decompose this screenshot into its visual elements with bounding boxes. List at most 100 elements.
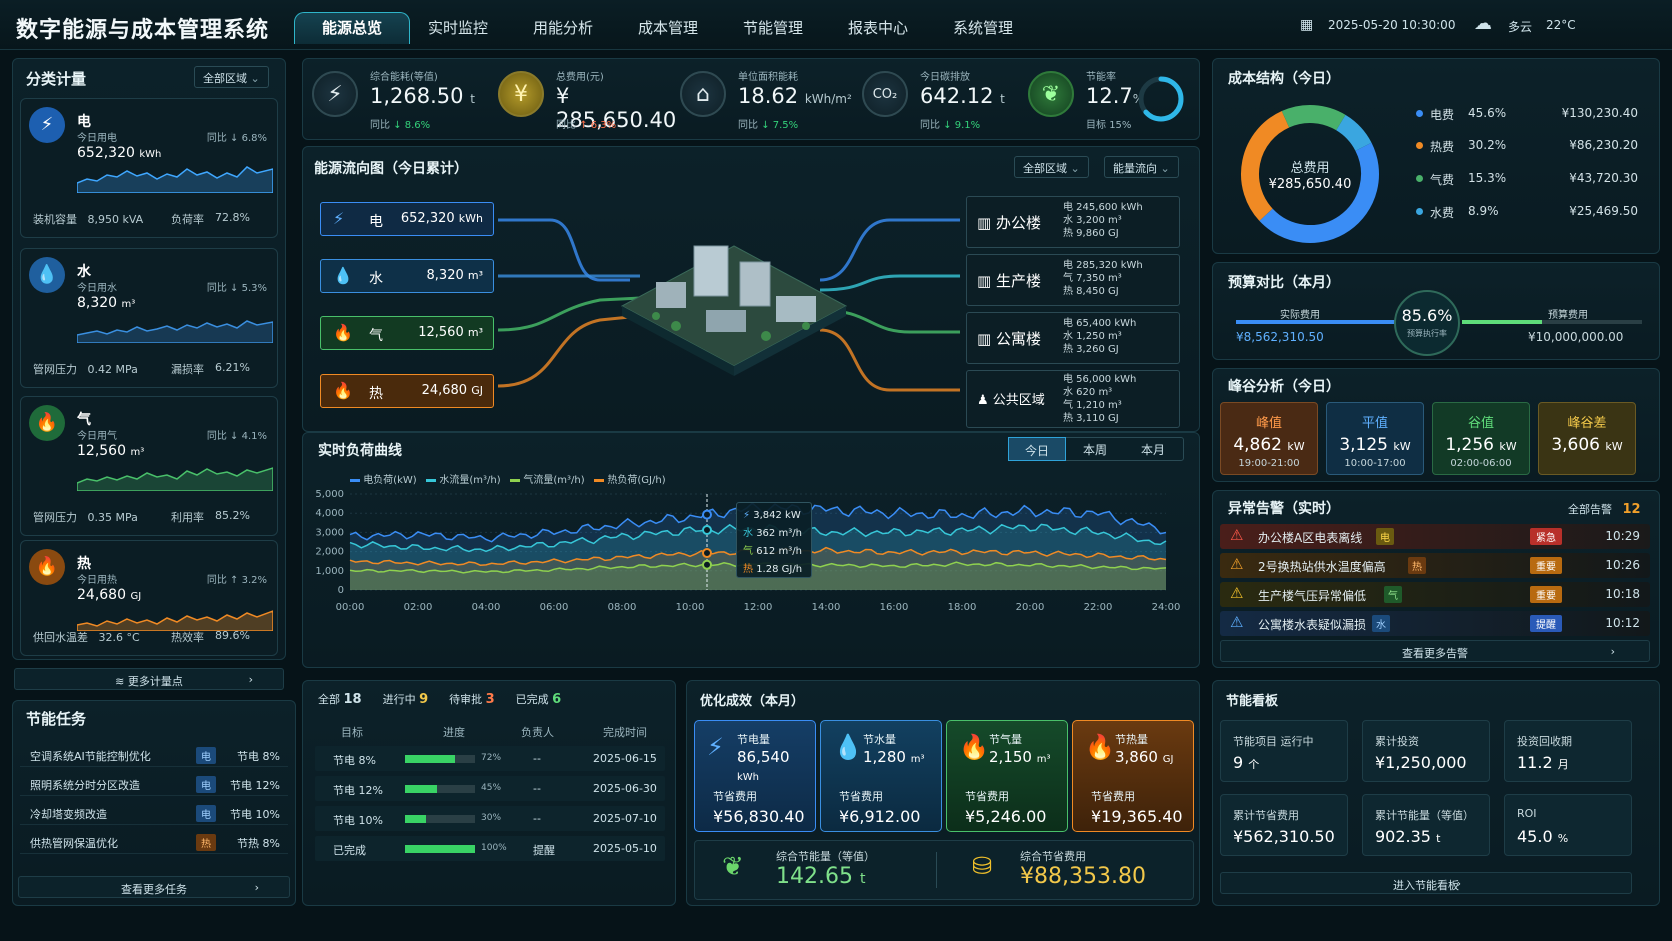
leaf-icon: ❦ bbox=[722, 852, 744, 882]
meter-name: 热 bbox=[77, 556, 91, 572]
kpi-total-cost: ¥ 总费用(元) ¥ 285,650.40 同比 ↑ 6.3% bbox=[490, 60, 676, 138]
campus-3d-illustration bbox=[620, 245, 848, 376]
heat-flame-icon: 🔥 bbox=[29, 549, 65, 585]
app-header bbox=[0, 0, 1672, 50]
tab-overview[interactable]: 能源总览 bbox=[321, 19, 382, 37]
meter-card-water[interactable]: 💧 水 今日用水 同比 ↓ 5.3% 8,320 m³ 管网压力 0.42 MP… bbox=[20, 248, 278, 388]
heat-flame-icon: 🔥 bbox=[1085, 733, 1115, 761]
building-icon: ▥ bbox=[977, 272, 992, 290]
tab-saving[interactable]: 节能管理 bbox=[742, 19, 803, 37]
source-gas[interactable]: 🔥 气 12,560 m³ bbox=[320, 316, 494, 350]
x-tick-label: 22:00 bbox=[1084, 602, 1113, 613]
tab-week[interactable]: 本周 bbox=[1082, 443, 1107, 457]
saving-card-water[interactable]: 💧 节水量 1,280 m³ 节省费用 ¥6,912.00 bbox=[820, 720, 942, 832]
progress-row[interactable]: 已完成 100% 提醒 2025-05-10 bbox=[315, 836, 665, 861]
water-drop-icon: 水 bbox=[743, 528, 753, 539]
saving-card-heat[interactable]: 🔥 节热量 3,860 GJ 节省费用 ¥19,365.40 bbox=[1072, 720, 1194, 832]
x-tick-label: 18:00 bbox=[948, 602, 977, 613]
source-water[interactable]: 💧 水 8,320 m³ bbox=[320, 259, 494, 293]
cost-center-label: 总费用 bbox=[1290, 161, 1330, 176]
water-drop-icon: 💧 bbox=[333, 266, 353, 285]
y-tick-label: 4,000 bbox=[315, 508, 344, 519]
alarm-title: 异常告警（实时） bbox=[1228, 501, 1340, 517]
more-tasks-button[interactable]: 查看更多任务 › bbox=[18, 876, 290, 898]
chevron-right-icon: › bbox=[254, 881, 259, 894]
meter-card-heat[interactable]: 🔥 热 今日用热 同比 ↑ 3.2% 24,680 GJ 供回水温差 32.6 … bbox=[20, 540, 278, 656]
alarm-row[interactable]: ⚠ 公寓楼水表疑似漏损水提醒 10:12 bbox=[1220, 611, 1650, 636]
cursor-point-2 bbox=[702, 559, 712, 570]
x-tick-label: 20:00 bbox=[1016, 602, 1045, 613]
legend-water: 水流量(m³/h) bbox=[439, 475, 501, 486]
tab-month[interactable]: 本月 bbox=[1140, 443, 1165, 457]
cost-title: 成本结构（今日） bbox=[1228, 71, 1340, 87]
progress-row[interactable]: 节电 8% 72% -- 2025-06-15 bbox=[315, 746, 665, 771]
flow-type-select[interactable]: 能量流向 bbox=[1104, 156, 1179, 178]
flow-region-select[interactable]: 全部区域 bbox=[1014, 156, 1089, 178]
x-tick-label: 04:00 bbox=[472, 602, 501, 613]
progress-row[interactable]: 节电 10% 30% -- 2025-07-10 bbox=[315, 806, 665, 831]
more-meters-button[interactable]: ≋ 更多计量点 › bbox=[14, 668, 284, 690]
board-cell: ROI 45.0 % bbox=[1504, 794, 1632, 856]
saving-card-gas[interactable]: 🔥 节气量 2,150 m³ 节省费用 ¥5,246.00 bbox=[946, 720, 1068, 832]
task-row[interactable]: 供热管网保温优化热节热 8% bbox=[20, 829, 288, 854]
co2-cloud-icon: CO₂ bbox=[862, 71, 908, 117]
kpi-carbon: CO₂ 今日碳排放 642.12 t 同比 ↓ 9.1% bbox=[854, 60, 1024, 138]
meter-footer: 供回水温差 32.6 °C 热效率 89.6% bbox=[33, 629, 250, 644]
progress-row[interactable]: 节电 12% 45% -- 2025-06-30 bbox=[315, 776, 665, 801]
x-tick-label: 02:00 bbox=[404, 602, 433, 613]
x-tick-label: 10:00 bbox=[676, 602, 705, 613]
lightning-icon: ⚡ bbox=[707, 733, 724, 761]
chart-tooltip: ⚡ 3,842 kW 水 362 m³/h 气 612 m³/h 热 1.28 … bbox=[736, 502, 812, 578]
saving-card-electric[interactable]: ⚡ 节电量 86,540 kWh 节省费用 ¥56,830.40 bbox=[694, 720, 816, 832]
source-heat[interactable]: 🔥 热 24,680 GJ bbox=[320, 374, 494, 408]
building-production[interactable]: ▥ 生产楼电 285,320 kWh 气 7,350 m³ 热 8,450 GJ bbox=[966, 254, 1180, 306]
cost-legend-item: 水费 8.9% ¥25,469.50 bbox=[1416, 204, 1638, 221]
x-tick-label: 16:00 bbox=[880, 602, 909, 613]
tab-today[interactable]: 今日 bbox=[1008, 437, 1066, 461]
alarm-all-link[interactable]: 全部告警 12 bbox=[1568, 502, 1641, 517]
meter-region-select[interactable]: 全部区域 bbox=[194, 66, 269, 88]
budget-actual-value: ¥8,562,310.50 bbox=[1236, 330, 1324, 344]
task-row[interactable]: 冷却塔变频改造电节电 10% bbox=[20, 800, 288, 825]
alarm-row[interactable]: ⚠ 2号换热站供水温度偏高热重要 10:26 bbox=[1220, 553, 1650, 578]
temperature: 22°C bbox=[1546, 18, 1576, 32]
more-alarms-button[interactable]: 查看更多告警 › bbox=[1220, 640, 1650, 662]
people-icon: ♟ bbox=[977, 393, 989, 408]
warning-icon: ⚠ bbox=[1230, 555, 1244, 573]
coins-icon: ⛁ bbox=[972, 852, 993, 880]
meter-yoy: 同比 ↓ 4.1% bbox=[206, 431, 267, 442]
source-electric[interactable]: ⚡ 电 652,320 kWh bbox=[320, 202, 494, 236]
saving-rate-gauge bbox=[1138, 76, 1184, 122]
meter-card-gas[interactable]: 🔥 气 今日用气 同比 ↓ 4.1% 12,560 m³ 管网压力 0.35 M… bbox=[20, 396, 278, 536]
load-title: 实时负荷曲线 bbox=[318, 443, 402, 459]
tab-analysis[interactable]: 用能分析 bbox=[532, 19, 593, 37]
alarm-panel bbox=[1212, 490, 1660, 668]
x-tick-label: 00:00 bbox=[336, 602, 365, 613]
tab-system[interactable]: 系统管理 bbox=[952, 19, 1013, 37]
meter-sub: 今日用水 bbox=[77, 283, 117, 294]
building-public[interactable]: ♟ 公共区域电 56,000 kWh 水 620 m³ 气 1,210 m³ 热 3,… bbox=[966, 370, 1180, 428]
enter-board-button[interactable]: 进入节能看板 › bbox=[1220, 872, 1632, 894]
task-row[interactable]: 空调系统AI节能控制优化电节电 8% bbox=[20, 742, 288, 767]
cursor-point-3 bbox=[702, 548, 712, 559]
building-office[interactable]: ▥ 办公楼电 245,600 kWh 水 3,200 m³ 热 9,860 GJ bbox=[966, 196, 1180, 248]
flow-title: 能源流向图（今日累计） bbox=[314, 161, 468, 177]
building-apartment[interactable]: ▥ 公寓楼电 65,400 kWh 水 1,250 m³ 热 3,260 GJ bbox=[966, 312, 1180, 364]
water-drop-icon: 💧 bbox=[833, 733, 863, 761]
meter-card-electric[interactable]: ⚡ 电 今日用电 同比 ↓ 6.8% 652,320 kWh 装机容量 8,95… bbox=[20, 98, 278, 238]
alarm-row[interactable]: ⚠ 办公楼A区电表离线电紧急 10:29 bbox=[1220, 524, 1650, 549]
task-panel-title: 节能任务 bbox=[26, 710, 87, 728]
gas-flame-icon: 🔥 bbox=[29, 405, 65, 441]
tab-realtime[interactable]: 实时监控 bbox=[427, 19, 488, 37]
peak-valley-diff-card: 峰谷差 3,606 kW bbox=[1538, 402, 1636, 475]
tab-report[interactable]: 报表中心 bbox=[847, 19, 908, 37]
kpi-saving-rate: ❦ 节能率 12.7% 目标 15% bbox=[1020, 60, 1200, 138]
task-row[interactable]: 照明系统分时分区改造电节电 12% bbox=[20, 771, 288, 796]
y-tick-label: 0 bbox=[338, 585, 344, 596]
alarm-row[interactable]: ⚠ 生产楼气压异常偏低气重要 10:18 bbox=[1220, 582, 1650, 607]
x-tick-label: 24:00 bbox=[1152, 602, 1181, 613]
tab-cost[interactable]: 成本管理 bbox=[637, 19, 698, 37]
meter-footer: 管网压力 0.42 MPa 漏损率 6.21% bbox=[33, 361, 250, 376]
budget-actual-bar bbox=[1236, 320, 1396, 324]
effect-title: 优化成效（本月） bbox=[700, 694, 805, 709]
